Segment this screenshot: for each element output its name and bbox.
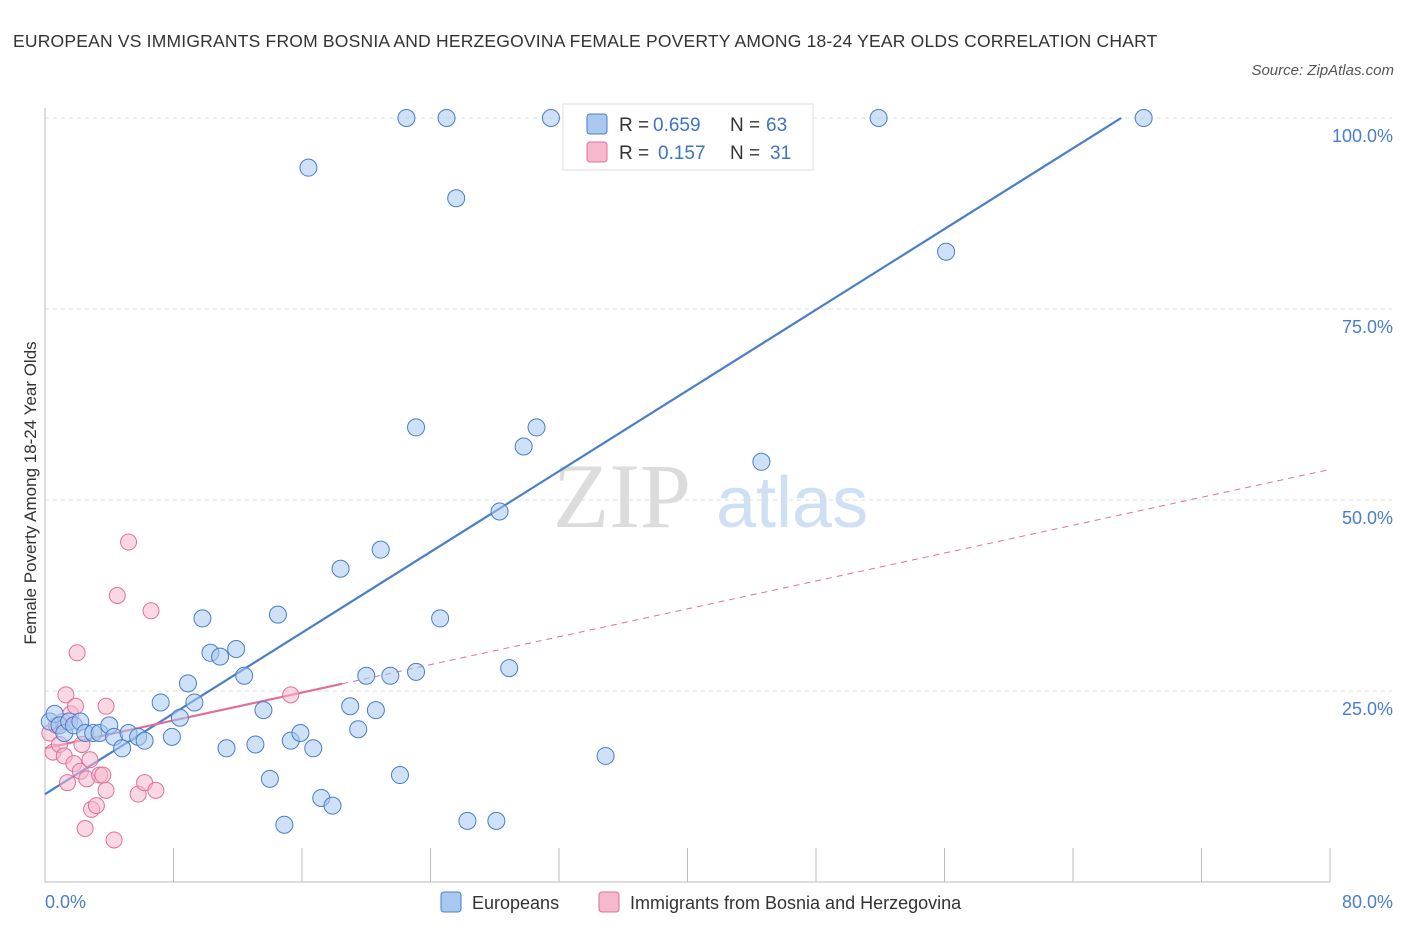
point-europeans xyxy=(151,693,170,712)
point-europeans xyxy=(407,662,426,681)
point-europeans xyxy=(527,418,546,437)
point-europeans xyxy=(113,739,132,758)
point-europeans xyxy=(437,109,456,127)
chart-source: Source: ZipAtlas.com xyxy=(1251,62,1394,79)
point-europeans xyxy=(260,769,279,788)
point-bosnia xyxy=(87,797,105,815)
point-europeans xyxy=(407,418,426,437)
point-europeans xyxy=(366,701,385,720)
watermark-zip: ZIP xyxy=(553,445,691,547)
point-europeans xyxy=(178,674,197,693)
point-europeans xyxy=(268,605,287,624)
point-bosnia xyxy=(120,533,138,551)
point-europeans xyxy=(193,609,212,628)
trend-line-bosnia-dashed xyxy=(342,468,1331,685)
point-bosnia xyxy=(76,820,94,838)
point-europeans xyxy=(235,666,254,685)
y-tick-label: 100.0% xyxy=(1332,126,1393,146)
point-bosnia xyxy=(97,781,115,799)
chart-title: EUROPEAN VS IMMIGRANTS FROM BOSNIA AND H… xyxy=(13,31,1158,51)
point-europeans xyxy=(349,720,368,739)
point-europeans xyxy=(869,109,888,127)
point-bosnia xyxy=(108,587,126,604)
point-bosnia xyxy=(142,602,160,620)
bottom-legend-swatch-bosnia xyxy=(598,891,620,913)
point-bosnia xyxy=(105,831,123,849)
point-europeans xyxy=(397,109,416,127)
point-bosnia xyxy=(58,774,76,792)
point-europeans xyxy=(299,158,318,177)
point-europeans xyxy=(185,693,204,712)
watermark-atlas: atlas xyxy=(716,463,868,543)
y-tick-label: 75.0% xyxy=(1342,317,1393,337)
trend-line-europeans xyxy=(44,117,1122,796)
point-europeans xyxy=(304,739,323,758)
point-europeans xyxy=(246,735,265,754)
legend-r-label-1: R = xyxy=(619,115,649,136)
point-europeans xyxy=(275,815,294,834)
point-bosnia xyxy=(68,644,86,662)
gridlines xyxy=(45,117,1392,692)
tick-labels: 25.0% 50.0% 75.0% 100.0% 0.0% 80.0% xyxy=(45,126,1393,912)
x-tick-label-min: 0.0% xyxy=(45,892,86,912)
point-europeans xyxy=(371,540,390,559)
data-points xyxy=(40,109,1153,849)
point-bosnia xyxy=(282,686,300,704)
series-legend: Europeans Immigrants from Bosnia and Her… xyxy=(440,891,962,913)
legend-r-label-2: R = xyxy=(619,143,649,164)
legend-n-label-2: N = xyxy=(730,143,760,164)
point-europeans xyxy=(937,242,956,261)
point-europeans xyxy=(1134,109,1153,127)
bottom-legend-bosnia: Immigrants from Bosnia and Herzegovina xyxy=(630,893,962,913)
y-tick-label: 50.0% xyxy=(1342,508,1393,528)
point-europeans xyxy=(381,666,400,685)
legend-r-value-1: 0.659 xyxy=(653,115,701,136)
point-europeans xyxy=(135,731,154,750)
point-europeans xyxy=(390,766,409,785)
point-europeans xyxy=(458,811,477,830)
bottom-legend-swatch-europeans xyxy=(440,891,462,913)
point-bosnia xyxy=(57,686,75,704)
point-bosnia xyxy=(97,697,115,715)
legend-r-value-2: 0.157 xyxy=(658,143,706,164)
point-bosnia xyxy=(81,751,99,769)
point-europeans xyxy=(596,746,615,765)
legend-n-value-1: 63 xyxy=(766,115,787,136)
y-axis-label: Female Poverty Among 18-24 Year Olds xyxy=(21,341,40,644)
stats-legend: R = 0.659 N = 63 R = 0.157 N = 31 xyxy=(562,103,814,171)
point-europeans xyxy=(254,701,273,720)
point-europeans xyxy=(162,727,181,746)
point-europeans xyxy=(331,559,350,578)
bottom-legend-europeans: Europeans xyxy=(472,893,559,913)
point-europeans xyxy=(431,609,450,628)
legend-n-label-1: N = xyxy=(730,115,760,136)
point-europeans xyxy=(170,708,189,727)
point-europeans xyxy=(291,724,310,743)
y-tick-label: 25.0% xyxy=(1342,699,1393,719)
legend-n-value-2: 31 xyxy=(770,143,791,164)
point-europeans xyxy=(447,189,466,208)
axes xyxy=(44,108,1331,883)
point-europeans xyxy=(227,639,246,658)
point-europeans xyxy=(752,452,771,471)
point-bosnia xyxy=(94,766,112,784)
point-europeans xyxy=(500,659,519,678)
point-europeans xyxy=(341,697,360,716)
point-europeans xyxy=(541,109,560,127)
point-europeans xyxy=(323,796,342,815)
point-bosnia xyxy=(67,697,85,715)
x-tick-label-max: 80.0% xyxy=(1342,892,1393,912)
point-europeans xyxy=(217,739,236,758)
point-bosnia xyxy=(147,781,165,799)
point-europeans xyxy=(357,666,376,685)
point-europeans xyxy=(487,811,506,830)
point-europeans xyxy=(490,502,509,521)
legend-swatch-bosnia xyxy=(586,141,608,163)
legend-swatch-europeans xyxy=(586,113,608,135)
point-europeans xyxy=(211,647,230,666)
point-europeans xyxy=(514,437,533,456)
